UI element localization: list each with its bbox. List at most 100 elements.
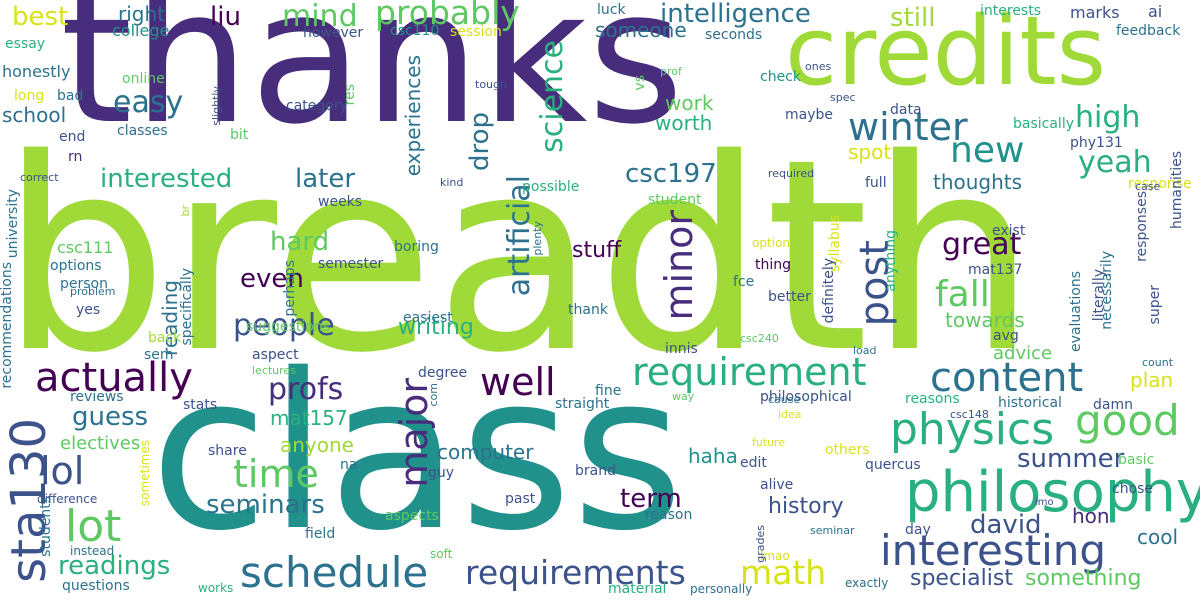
word-computer: computer <box>437 440 534 464</box>
word-cause: cause <box>768 393 801 406</box>
word-experiences: experiences <box>401 55 425 177</box>
word-work: work <box>665 91 714 115</box>
word-mat137: mat137 <box>968 262 1023 278</box>
word-well: well <box>480 360 556 404</box>
word-vs: vs <box>632 75 648 91</box>
word-guess: guess <box>72 402 149 432</box>
word-classes: classes <box>117 123 168 139</box>
word-david: david <box>970 510 1042 540</box>
word-day: day <box>905 522 931 538</box>
word-yes: yes <box>76 302 101 318</box>
word-intelligence: intelligence <box>660 0 811 29</box>
word-fine: fine <box>595 383 622 399</box>
word-even: even <box>240 264 304 294</box>
word-idea: idea <box>778 408 802 421</box>
word-share: share <box>208 443 247 459</box>
word-science: science <box>535 40 570 153</box>
word-plan: plan <box>1130 368 1174 392</box>
word-drop: drop <box>465 112 495 172</box>
word-na: na <box>340 457 358 473</box>
word-seminars: seminars <box>206 490 325 520</box>
word-aspects: aspects <box>385 508 439 524</box>
word-response: response <box>1128 176 1192 192</box>
word-csc148: csc148 <box>950 408 989 421</box>
word-aspect: aspect <box>252 347 299 363</box>
word-better: better <box>768 289 811 305</box>
word-advice: advice <box>993 343 1053 364</box>
word-best: best <box>12 2 69 32</box>
word-check: check <box>760 69 801 85</box>
word-seconds: seconds <box>705 27 763 43</box>
word-time: time <box>233 452 319 496</box>
word-fall: fall <box>935 274 990 315</box>
word-online: online <box>122 71 165 87</box>
word-worth: worth <box>655 111 713 135</box>
word-sometimes: sometimes <box>138 440 152 507</box>
word-past: past <box>505 491 536 507</box>
word-mind: mind <box>282 0 358 34</box>
word-still: still <box>890 3 936 33</box>
word-com: com <box>427 383 440 407</box>
word-semester: semester <box>318 256 384 272</box>
word-load: load <box>853 344 877 357</box>
word-spot: spot <box>848 140 892 164</box>
word-full: full <box>865 175 887 191</box>
word-later: later <box>295 164 356 194</box>
word-rn: rn <box>68 149 83 165</box>
word-student: student <box>648 192 702 208</box>
word-works: works <box>198 581 234 595</box>
word-way: way <box>672 390 695 403</box>
word-high: high <box>1075 100 1141 135</box>
word-csc110: csc110 <box>390 23 440 39</box>
word-case: case <box>1135 180 1161 193</box>
word-correct: correct <box>20 171 59 184</box>
word-specialist: specialist <box>910 566 1013 591</box>
word-thoughts: thoughts <box>933 170 1023 194</box>
word-thank: thank <box>568 302 608 318</box>
word-people: people <box>233 308 335 343</box>
word-br: br <box>179 205 192 217</box>
word-easy: easy <box>113 85 184 120</box>
word-evaluations: evaluations <box>1068 271 1084 352</box>
word-soft: soft <box>430 547 453 561</box>
word-back: back <box>148 330 182 346</box>
word-innis: innis <box>665 341 698 357</box>
word-basic: basic <box>1118 452 1155 468</box>
word-school: school <box>2 103 67 127</box>
word-alive: alive <box>760 477 794 493</box>
word-future: future <box>752 436 786 449</box>
word-data: data <box>890 102 922 118</box>
word-weeks: weeks <box>318 194 363 210</box>
word-basically: basically <box>1013 116 1074 132</box>
word-csc111: csc111 <box>57 238 114 257</box>
word-plenty: plenty <box>531 221 544 256</box>
word-interested: interested <box>100 164 233 194</box>
word-responses: responses <box>1134 191 1150 262</box>
word-historical: historical <box>998 395 1062 411</box>
word-feedback: feedback <box>1116 23 1181 39</box>
word-lmao: lmao <box>760 549 790 563</box>
word-requirements: requirements <box>465 553 686 592</box>
word-res: res <box>342 84 358 106</box>
word-imo: imo <box>1035 497 1054 508</box>
word-probably: probably <box>375 0 520 32</box>
word-great: great <box>942 227 1022 262</box>
word-session: session <box>450 24 502 40</box>
word-summer: summer <box>1017 444 1125 474</box>
word-class: class <box>150 327 684 578</box>
word-brand: brand <box>575 463 616 479</box>
word-university: university <box>5 189 21 259</box>
word-difference: difference <box>37 492 98 506</box>
word-avg: avg <box>993 328 1019 344</box>
word-suggestions: suggestions <box>246 319 330 335</box>
word-new: new <box>950 130 1025 171</box>
word-luck: luck <box>597 2 626 18</box>
word-instead: instead <box>70 544 115 558</box>
word-others: others <box>825 442 870 458</box>
word-credits: credits <box>785 0 1107 107</box>
word-boring: boring <box>394 239 439 255</box>
word-hard: hard <box>270 227 330 257</box>
word-person: person <box>60 276 108 292</box>
word-super: super <box>1147 285 1163 325</box>
